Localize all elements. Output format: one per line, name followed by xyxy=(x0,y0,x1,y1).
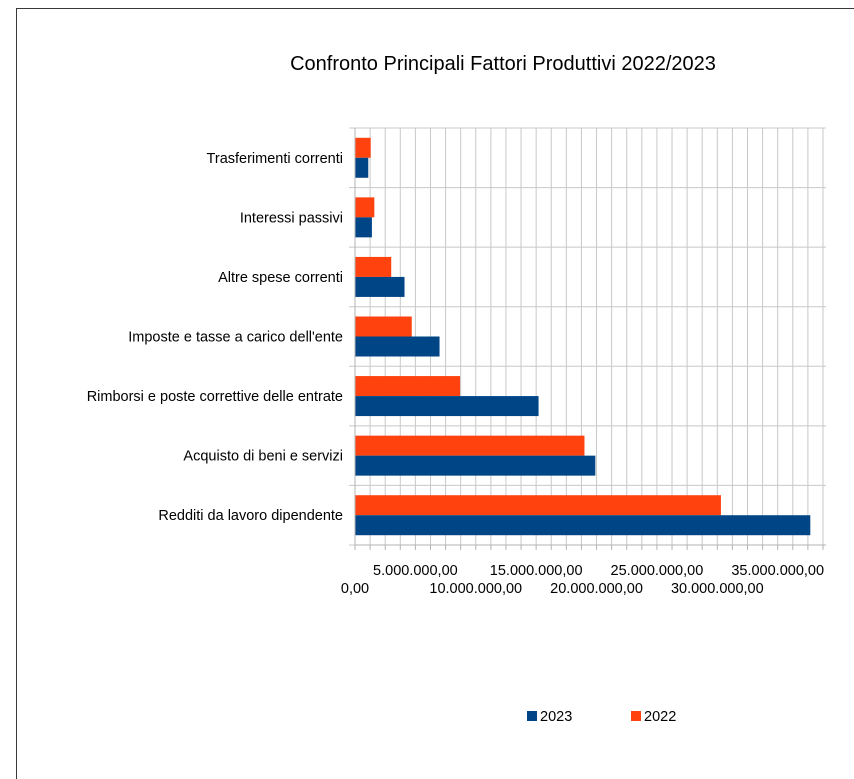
category-labels: Trasferimenti correnti Interessi passivi A… xyxy=(87,151,343,524)
bar-2023 xyxy=(355,396,539,417)
x-tick-labels: 0,005.000.000,00 10.000.000,00 15.000.000,… xyxy=(341,563,824,597)
category-label: Trasferimenti correnti xyxy=(207,151,343,167)
x-tick-label: 10.000.000,00 xyxy=(429,581,522,597)
bar-2023 xyxy=(355,455,596,476)
legend-swatch xyxy=(631,711,641,721)
bar-2022 xyxy=(355,197,375,218)
x-tick-label: 15.000.000,00 xyxy=(490,563,583,579)
bar-2022 xyxy=(355,137,371,158)
x-tick-label: 20.000.000,00 xyxy=(550,581,643,597)
bar-2023 xyxy=(355,276,405,297)
bar-2023 xyxy=(355,217,372,238)
chart-title: Confronto Principali Fattori Produttivi … xyxy=(290,53,716,75)
legend-label: 2023 xyxy=(540,709,572,725)
category-label: Redditi da lavoro dipendente xyxy=(158,508,343,524)
legend-swatch xyxy=(527,711,537,721)
category-label: Rimborsi e poste correttive delle entrat… xyxy=(87,389,343,405)
bars xyxy=(355,137,811,536)
bar-2022 xyxy=(355,376,461,397)
x-tick-label: 30.000.000,00 xyxy=(671,581,764,597)
bar-2022 xyxy=(355,256,392,277)
axes xyxy=(354,128,826,550)
x-tick-label: 35.000.000,00 xyxy=(731,563,824,579)
legend: 2023 2022 xyxy=(527,709,676,725)
bar-2022 xyxy=(355,316,412,337)
bar-2023 xyxy=(355,157,369,178)
category-label: Interessi passivi xyxy=(240,210,343,226)
x-tick-label: 25.000.000,00 xyxy=(611,563,704,579)
x-tick-label: 5.000.000,00 xyxy=(373,563,458,579)
bar-2023 xyxy=(355,336,440,357)
legend-label: 2022 xyxy=(644,709,676,725)
bar-2022 xyxy=(355,435,585,456)
x-tick-label: 0,00 xyxy=(341,581,369,597)
category-label: Altre spese correnti xyxy=(218,270,343,286)
category-label: Acquisto di beni e servizi xyxy=(183,449,343,465)
bar-2022 xyxy=(355,495,721,516)
bar-2023 xyxy=(355,515,811,536)
category-label: Imposte e tasse a carico dell'ente xyxy=(128,330,343,346)
